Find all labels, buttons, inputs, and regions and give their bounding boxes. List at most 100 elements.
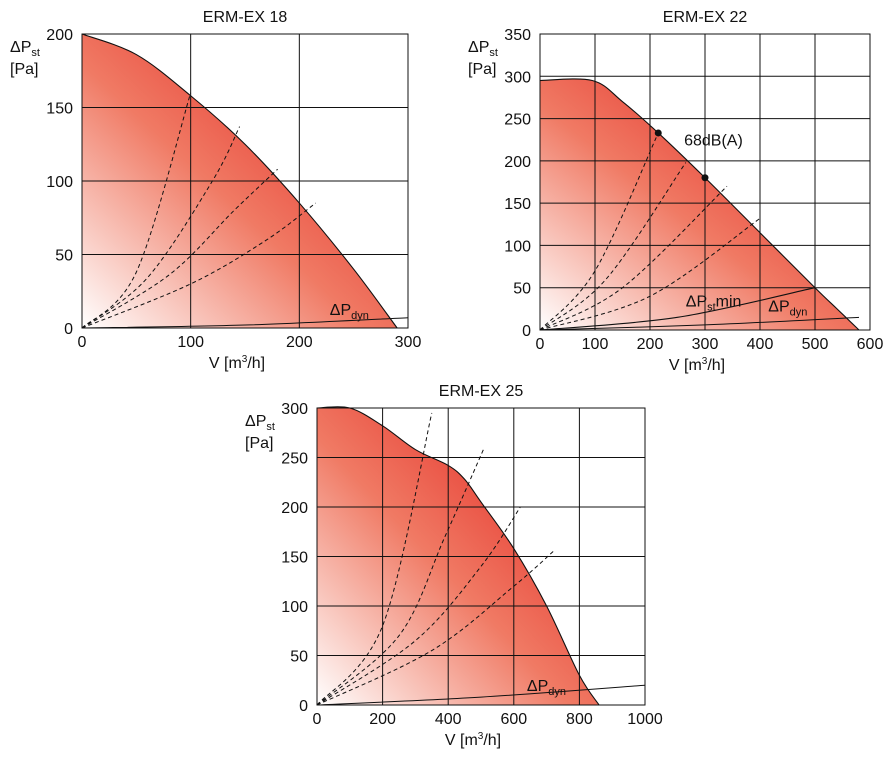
- y-label-main: ΔP: [245, 413, 266, 430]
- system-curve: [539, 217, 761, 331]
- annotation-sub: st: [707, 301, 716, 313]
- x-tick-label: 0: [313, 711, 322, 728]
- chart-title: ERM-EX 18: [203, 9, 288, 26]
- y-tick-label: 150: [46, 101, 73, 118]
- annotation-label: ΔPdyn: [330, 302, 369, 322]
- x-tick-label: 0: [536, 336, 545, 353]
- x-axis-label: V [m3/h]: [669, 356, 725, 374]
- noise-point: [654, 129, 662, 137]
- noise-point: [701, 174, 709, 182]
- y-axis-label: ΔPst: [245, 413, 275, 433]
- y-tick-label: 250: [504, 112, 531, 129]
- x-label-end: /h]: [707, 357, 725, 374]
- annotation-label: ΔPdyn: [768, 298, 807, 318]
- y-tick-label: 50: [290, 649, 308, 666]
- system-curve: [316, 412, 433, 706]
- y-tick-label: 0: [64, 321, 73, 338]
- plot-frame: [316, 407, 646, 706]
- system-curve: [539, 185, 728, 331]
- system-curve: [81, 202, 316, 329]
- x-tick-label: 400: [747, 336, 774, 353]
- x-tick-label: 400: [435, 711, 462, 728]
- x-label-main: V [m: [445, 732, 478, 749]
- y-axis-label: ΔPst: [468, 39, 498, 59]
- x-label-sup: 3: [702, 356, 708, 367]
- y-tick-label: 300: [504, 69, 531, 86]
- annotation-sub: dyn: [548, 686, 566, 698]
- annotation-main: ΔP: [686, 293, 707, 310]
- x-tick-label: 300: [692, 336, 719, 353]
- x-tick-label: 800: [566, 711, 593, 728]
- y-axis-unit: [Pa]: [10, 61, 38, 78]
- y-tick-label: 100: [46, 174, 73, 191]
- x-tick-label: 0: [78, 334, 87, 351]
- y-tick-label: 250: [281, 451, 308, 468]
- x-label-end: /h]: [483, 732, 501, 749]
- x-label-sup: 3: [478, 731, 484, 742]
- plot-frame: [539, 33, 871, 331]
- system-curve: [316, 551, 554, 706]
- fan-curve: [316, 406, 600, 706]
- fan-curve: [81, 33, 398, 329]
- annotation-label: ΔPstmin: [686, 293, 742, 313]
- x-axis-label: V [m3/h]: [445, 731, 501, 749]
- y-label-main: ΔP: [10, 39, 31, 56]
- chart-title: ERM-EX 25: [439, 383, 524, 400]
- annotation-end: min: [716, 293, 742, 310]
- y-tick-label: 50: [513, 281, 531, 298]
- x-tick-label: 100: [177, 334, 204, 351]
- y-label-sub: st: [489, 47, 498, 59]
- pdyn-curve: [539, 316, 860, 331]
- system-curve: [316, 447, 485, 706]
- x-label-sup: 3: [242, 354, 248, 365]
- y-tick-label: 100: [281, 599, 308, 616]
- y-tick-label: 50: [55, 248, 73, 265]
- y-tick-label: 100: [504, 238, 531, 255]
- x-tick-label: 600: [857, 336, 884, 353]
- annotation-main: 68dB(A): [684, 133, 743, 150]
- pdyn-curve: [316, 684, 646, 706]
- x-tick-label: 300: [395, 334, 422, 351]
- annotation-sub: dyn: [790, 306, 808, 318]
- y-tick-label: 150: [281, 550, 308, 567]
- y-tick-label: 200: [46, 27, 73, 44]
- y-axis-unit: [Pa]: [468, 61, 496, 78]
- x-tick-label: 100: [582, 336, 609, 353]
- system-curve: [316, 506, 521, 706]
- pdyn-curve: [81, 317, 409, 329]
- annotation-main: ΔP: [330, 302, 351, 319]
- x-label-main: V [m: [209, 355, 242, 372]
- x-label-end: /h]: [247, 355, 265, 372]
- x-tick-label: 200: [369, 711, 396, 728]
- y-axis-label: ΔPst: [10, 39, 40, 59]
- annotation-sub: dyn: [351, 310, 369, 322]
- x-axis-label: V [m3/h]: [209, 354, 265, 372]
- system-curve: [81, 92, 192, 329]
- y-label-sub: st: [31, 47, 40, 59]
- annotation-main: ΔP: [527, 678, 548, 695]
- x-tick-label: 600: [500, 711, 527, 728]
- y-tick-label: 0: [522, 323, 531, 340]
- pst-min-curve: [539, 287, 816, 331]
- chart-title: ERM-EX 22: [663, 9, 748, 26]
- annotation-main: ΔP: [768, 298, 789, 315]
- system-curve: [539, 132, 659, 331]
- x-label-main: V [m: [669, 357, 702, 374]
- annotation-label: 68dB(A): [684, 133, 743, 150]
- x-tick-label: 1000: [627, 711, 663, 728]
- operating-area: [317, 406, 600, 705]
- y-tick-label: 200: [281, 500, 308, 517]
- y-tick-label: 350: [504, 27, 531, 44]
- system-curve: [81, 168, 278, 329]
- y-tick-label: 0: [299, 698, 308, 715]
- plot-frame: [81, 33, 409, 329]
- operating-area: [540, 78, 859, 330]
- x-tick-label: 500: [802, 336, 829, 353]
- y-label-main: ΔP: [468, 39, 489, 56]
- y-tick-label: 300: [281, 401, 308, 418]
- x-tick-label: 200: [286, 334, 313, 351]
